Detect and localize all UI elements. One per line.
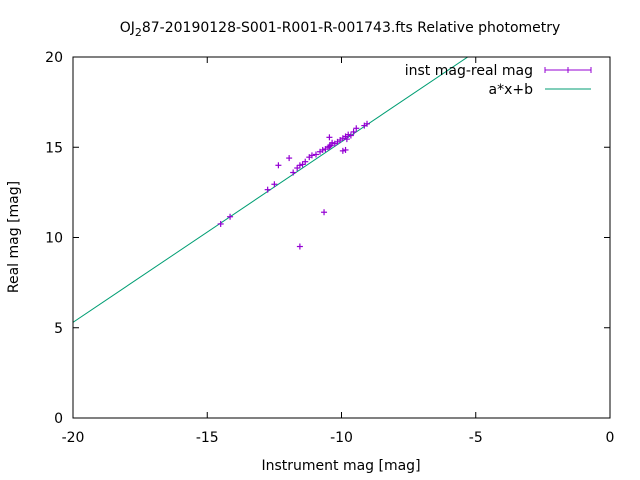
data-point xyxy=(343,136,350,143)
x-tick-label: -10 xyxy=(330,430,353,446)
data-point xyxy=(353,125,360,132)
title-suffix: 87-20190128-S001-R001-R-001743.fts Relat… xyxy=(142,20,560,36)
data-point xyxy=(308,152,315,159)
data-point xyxy=(342,146,349,153)
x-tick-label: -20 xyxy=(62,430,85,446)
data-point xyxy=(326,143,333,150)
data-point xyxy=(299,161,306,168)
title-prefix: OJ xyxy=(120,20,135,36)
x-tick-label: -5 xyxy=(469,430,483,446)
data-point xyxy=(294,165,301,172)
plot-frame xyxy=(72,56,611,419)
x-tick-label: 0 xyxy=(606,430,615,446)
data-point xyxy=(347,132,354,139)
title-subscript: 2 xyxy=(135,26,142,39)
x-tick-label: -15 xyxy=(196,430,219,446)
y-axis-label: Real mag [mag] xyxy=(6,181,22,293)
data-point xyxy=(321,209,328,216)
y-tick-label: 0 xyxy=(54,411,63,427)
y-tick-label: 15 xyxy=(45,140,63,156)
data-point xyxy=(364,120,371,127)
legend-sample-points xyxy=(544,67,592,73)
data-point xyxy=(329,139,336,146)
y-tick-label: 10 xyxy=(45,231,63,247)
data-point xyxy=(296,162,303,169)
data-point xyxy=(227,213,234,220)
data-point xyxy=(264,186,271,193)
data-point xyxy=(319,146,326,153)
data-point xyxy=(345,131,352,138)
data-point xyxy=(271,181,278,188)
data-point xyxy=(275,162,282,169)
legend: inst mag-real mag a*x+b xyxy=(405,63,592,98)
data-point xyxy=(302,158,309,165)
data-point xyxy=(339,147,346,154)
data-point xyxy=(286,155,293,162)
legend-label-fit: a*x+b xyxy=(489,82,534,98)
y-tick-label: 5 xyxy=(54,321,63,337)
data-point xyxy=(326,134,333,141)
data-point xyxy=(350,128,357,135)
data-point xyxy=(327,142,334,149)
x-axis-label: Instrument mag [mag] xyxy=(261,458,420,474)
data-point xyxy=(290,169,297,176)
y-tick-label: 20 xyxy=(45,50,63,66)
data-point xyxy=(312,151,319,158)
legend-label-points: inst mag-real mag xyxy=(405,63,533,79)
data-point xyxy=(217,220,224,227)
chart-title: OJ287-20190128-S001-R001-R-001743.fts Re… xyxy=(120,20,561,39)
fit-line xyxy=(73,57,469,323)
data-point xyxy=(296,243,303,250)
